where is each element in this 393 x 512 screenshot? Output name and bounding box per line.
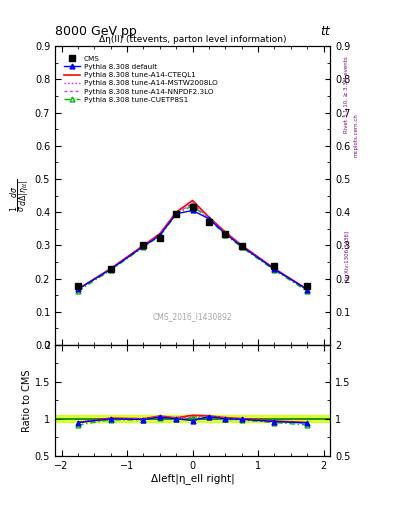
Text: 8000 GeV pp: 8000 GeV pp bbox=[55, 26, 137, 38]
Title: Δη(ll) (t̅̅tevents, parton level information): Δη(ll) (t̅̅tevents, parton level informa… bbox=[99, 35, 286, 44]
Text: [arXiv:1306.3436]: [arXiv:1306.3436] bbox=[344, 230, 349, 281]
Legend: CMS, Pythia 8.308 default, Pythia 8.308 tune-A14-CTEQL1, Pythia 8.308 tune-A14-M: CMS, Pythia 8.308 default, Pythia 8.308 … bbox=[61, 53, 220, 105]
Text: tt: tt bbox=[320, 26, 330, 38]
Y-axis label: $\frac{1}{\sigma}\frac{d\sigma}{d\Delta|\eta_{\ell\ell}|}$: $\frac{1}{\sigma}\frac{d\sigma}{d\Delta|… bbox=[9, 179, 32, 212]
Bar bbox=[55, 415, 330, 422]
Text: mcplots.cern.ch: mcplots.cern.ch bbox=[354, 113, 359, 157]
Text: CMS_2016_I1430892: CMS_2016_I1430892 bbox=[153, 312, 232, 321]
Text: Rivet 3.1.10, ≥ 3.3M events: Rivet 3.1.10, ≥ 3.3M events bbox=[344, 56, 349, 133]
X-axis label: Δleft|η_ell right|: Δleft|η_ell right| bbox=[151, 473, 235, 484]
Y-axis label: Ratio to CMS: Ratio to CMS bbox=[22, 369, 32, 432]
